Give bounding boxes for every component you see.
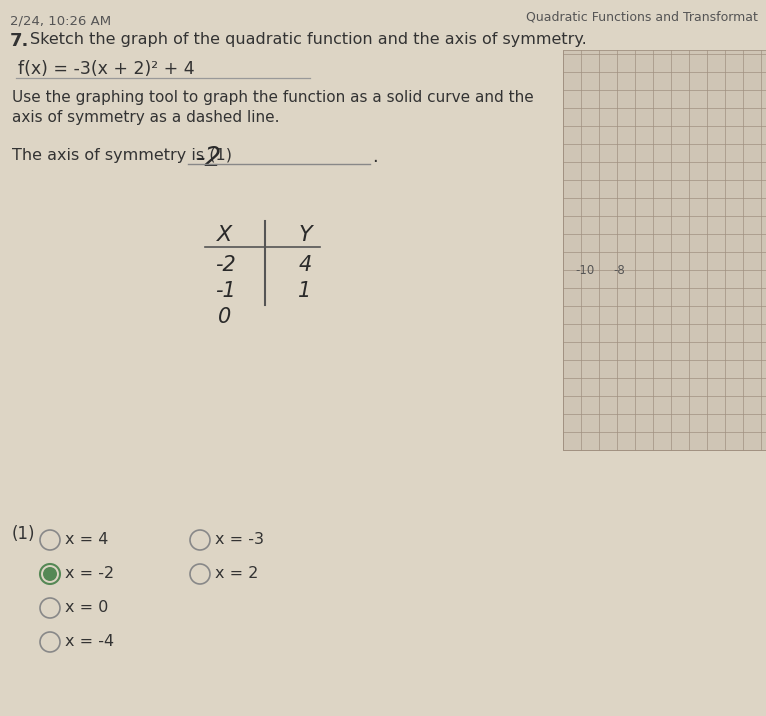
Bar: [563, 50, 766, 450]
Circle shape: [43, 567, 57, 581]
Text: Y: Y: [298, 225, 312, 245]
Text: -2: -2: [196, 146, 222, 172]
Text: f(x) = -3(x + 2)² + 4: f(x) = -3(x + 2)² + 4: [18, 60, 195, 78]
Text: x = -4: x = -4: [65, 634, 114, 649]
Text: 0: 0: [218, 307, 231, 327]
Text: x = -3: x = -3: [215, 533, 264, 548]
Text: 1: 1: [299, 281, 312, 301]
Text: x = 0: x = 0: [65, 601, 108, 616]
Text: Sketch the graph of the quadratic function and the axis of symmetry.: Sketch the graph of the quadratic functi…: [30, 32, 587, 47]
Text: 4: 4: [299, 255, 312, 275]
Text: -2: -2: [214, 255, 235, 275]
Text: 7.: 7.: [10, 32, 29, 50]
Text: -10: -10: [575, 263, 594, 276]
Text: (1): (1): [12, 525, 35, 543]
Text: X: X: [218, 225, 233, 245]
Text: x = 4: x = 4: [65, 533, 108, 548]
Text: The axis of symmetry is (1): The axis of symmetry is (1): [12, 148, 232, 163]
Text: .: .: [372, 148, 378, 166]
Text: x = 2: x = 2: [215, 566, 258, 581]
Text: Use the graphing tool to graph the function as a solid curve and the: Use the graphing tool to graph the funct…: [12, 90, 534, 105]
Text: x = -2: x = -2: [65, 566, 114, 581]
Text: axis of symmetry as a dashed line.: axis of symmetry as a dashed line.: [12, 110, 280, 125]
Text: -8: -8: [613, 263, 625, 276]
Text: -1: -1: [214, 281, 235, 301]
Text: Quadratic Functions and Transformat: Quadratic Functions and Transformat: [526, 10, 758, 23]
Text: 2/24, 10:26 AM: 2/24, 10:26 AM: [10, 14, 111, 27]
